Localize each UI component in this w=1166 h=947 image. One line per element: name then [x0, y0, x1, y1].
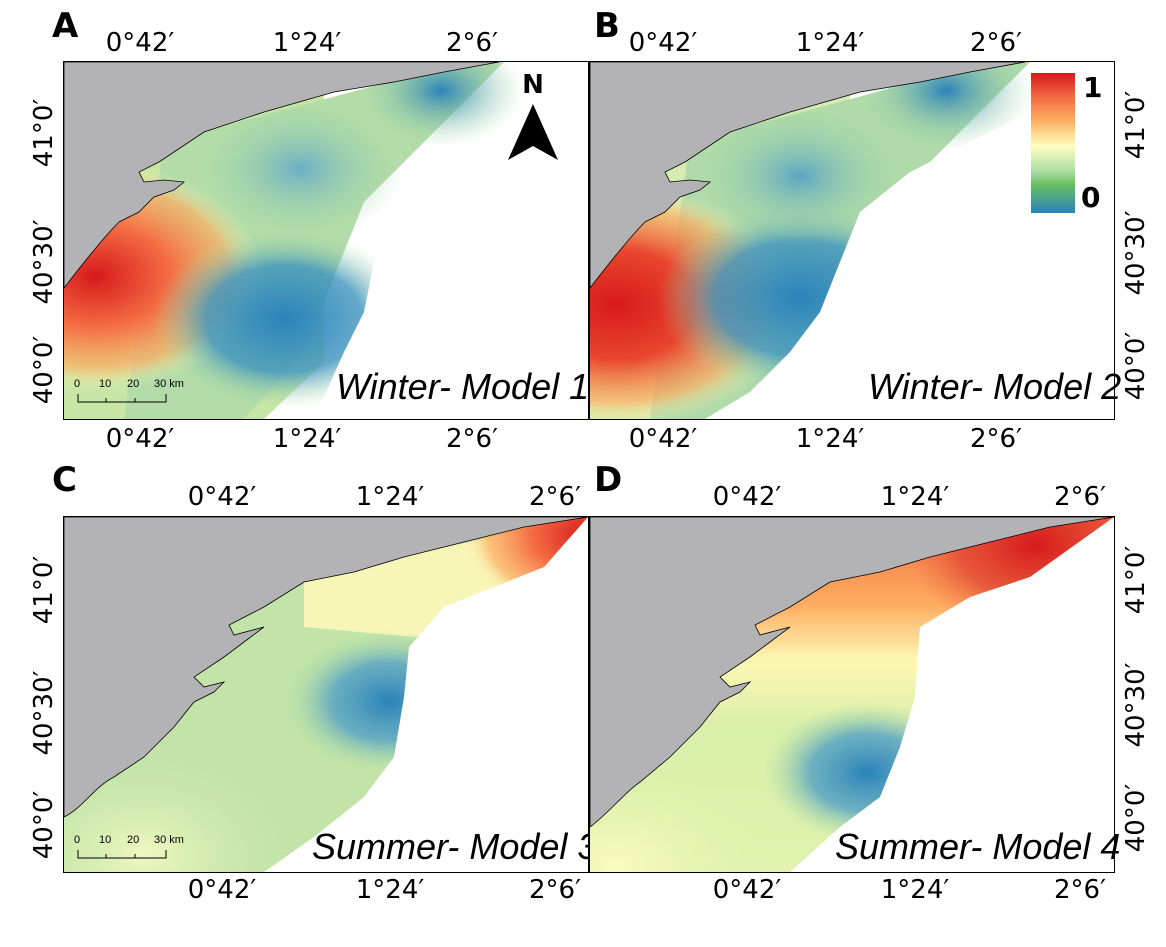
- scalebar-a: 0 10 20 30 km: [72, 378, 184, 408]
- tick-top-d-3: 2°6′: [1054, 482, 1106, 512]
- tick-left-c-2: 40°30′: [29, 670, 59, 756]
- legend-color-ramp: [1031, 73, 1075, 213]
- tick-bottom-d-2: 1°24′: [880, 875, 950, 905]
- tick-left-c-3: 40°0′: [29, 790, 59, 860]
- tick-bottom-a-1: 0°42′: [105, 424, 175, 454]
- tick-top-c-3: 2°6′: [529, 482, 581, 512]
- tick-bottom-d-3: 2°6′: [1054, 875, 1106, 905]
- tick-right-d-1: 41°0′: [1121, 545, 1151, 615]
- tick-left-c-1: 41°0′: [29, 555, 59, 625]
- tick-bottom-a-2: 1°24′: [272, 424, 342, 454]
- map-panel-d: [589, 516, 1115, 873]
- model-label-b: Winter- Model 2: [868, 366, 1122, 407]
- north-label: N: [522, 70, 544, 100]
- tick-top-b-2: 1°24′: [795, 28, 865, 58]
- tick-bottom-b-3: 2°6′: [970, 424, 1022, 454]
- map-panel-b: [589, 61, 1115, 420]
- scalebar-c: 0 10 20 30 km: [72, 834, 184, 864]
- tick-left-a-3: 40°0′: [29, 335, 59, 405]
- scalebar-label: 10: [99, 834, 112, 846]
- scalebar-label: 0: [74, 834, 81, 846]
- tick-left-a-1: 41°0′: [29, 98, 59, 168]
- tick-bottom-b-2: 1°24′: [795, 424, 865, 454]
- scalebar-label: 20: [127, 834, 140, 846]
- panel-letter-b: B: [594, 6, 620, 46]
- tick-bottom-a-3: 2°6′: [446, 424, 498, 454]
- tick-bottom-c-2: 1°24′: [355, 875, 425, 905]
- tick-bottom-b-1: 0°42′: [628, 424, 698, 454]
- model-label-c: Summer- Model 3: [312, 826, 598, 867]
- model-label-a: Winter- Model 1: [336, 366, 590, 407]
- tick-right-b-3: 40°0′: [1121, 331, 1151, 401]
- scalebar-label: 20: [127, 378, 140, 390]
- tick-top-c-2: 1°24′: [355, 482, 425, 512]
- tick-right-b-2: 40°30′: [1121, 210, 1151, 296]
- scalebar-label: 30 km: [154, 378, 184, 390]
- panel-letter-a: A: [52, 6, 79, 46]
- tick-top-c-1: 0°42′: [187, 482, 257, 512]
- tick-top-b-1: 0°42′: [628, 28, 698, 58]
- tick-top-a-3: 2°6′: [446, 28, 498, 58]
- panel-letter-d: D: [594, 460, 623, 500]
- tick-right-d-2: 40°30′: [1121, 662, 1151, 748]
- scalebar-label: 30 km: [154, 834, 184, 846]
- model-label-d: Summer- Model 4: [835, 826, 1121, 867]
- tick-right-b-1: 41°0′: [1121, 90, 1151, 160]
- tick-top-d-2: 1°24′: [880, 482, 950, 512]
- tick-top-d-1: 0°42′: [712, 482, 782, 512]
- tick-bottom-c-1: 0°42′: [187, 875, 257, 905]
- legend-min-label: 0: [1081, 181, 1101, 214]
- tick-bottom-c-3: 2°6′: [529, 875, 581, 905]
- map-panel-c: [63, 516, 589, 873]
- scalebar-label: 10: [99, 378, 112, 390]
- north-arrow-icon: N: [508, 70, 558, 162]
- tick-top-b-3: 2°6′: [970, 28, 1022, 58]
- tick-right-d-3: 40°0′: [1121, 783, 1151, 853]
- legend-max-label: 1: [1083, 71, 1103, 104]
- tick-top-a-2: 1°24′: [272, 28, 342, 58]
- color-legend: 1 0: [1031, 71, 1121, 215]
- tick-top-a-1: 0°42′: [105, 28, 175, 58]
- panel-letter-c: C: [52, 460, 77, 500]
- tick-bottom-d-1: 0°42′: [712, 875, 782, 905]
- scalebar-label: 0: [74, 378, 81, 390]
- tick-left-a-2: 40°30′: [29, 219, 59, 305]
